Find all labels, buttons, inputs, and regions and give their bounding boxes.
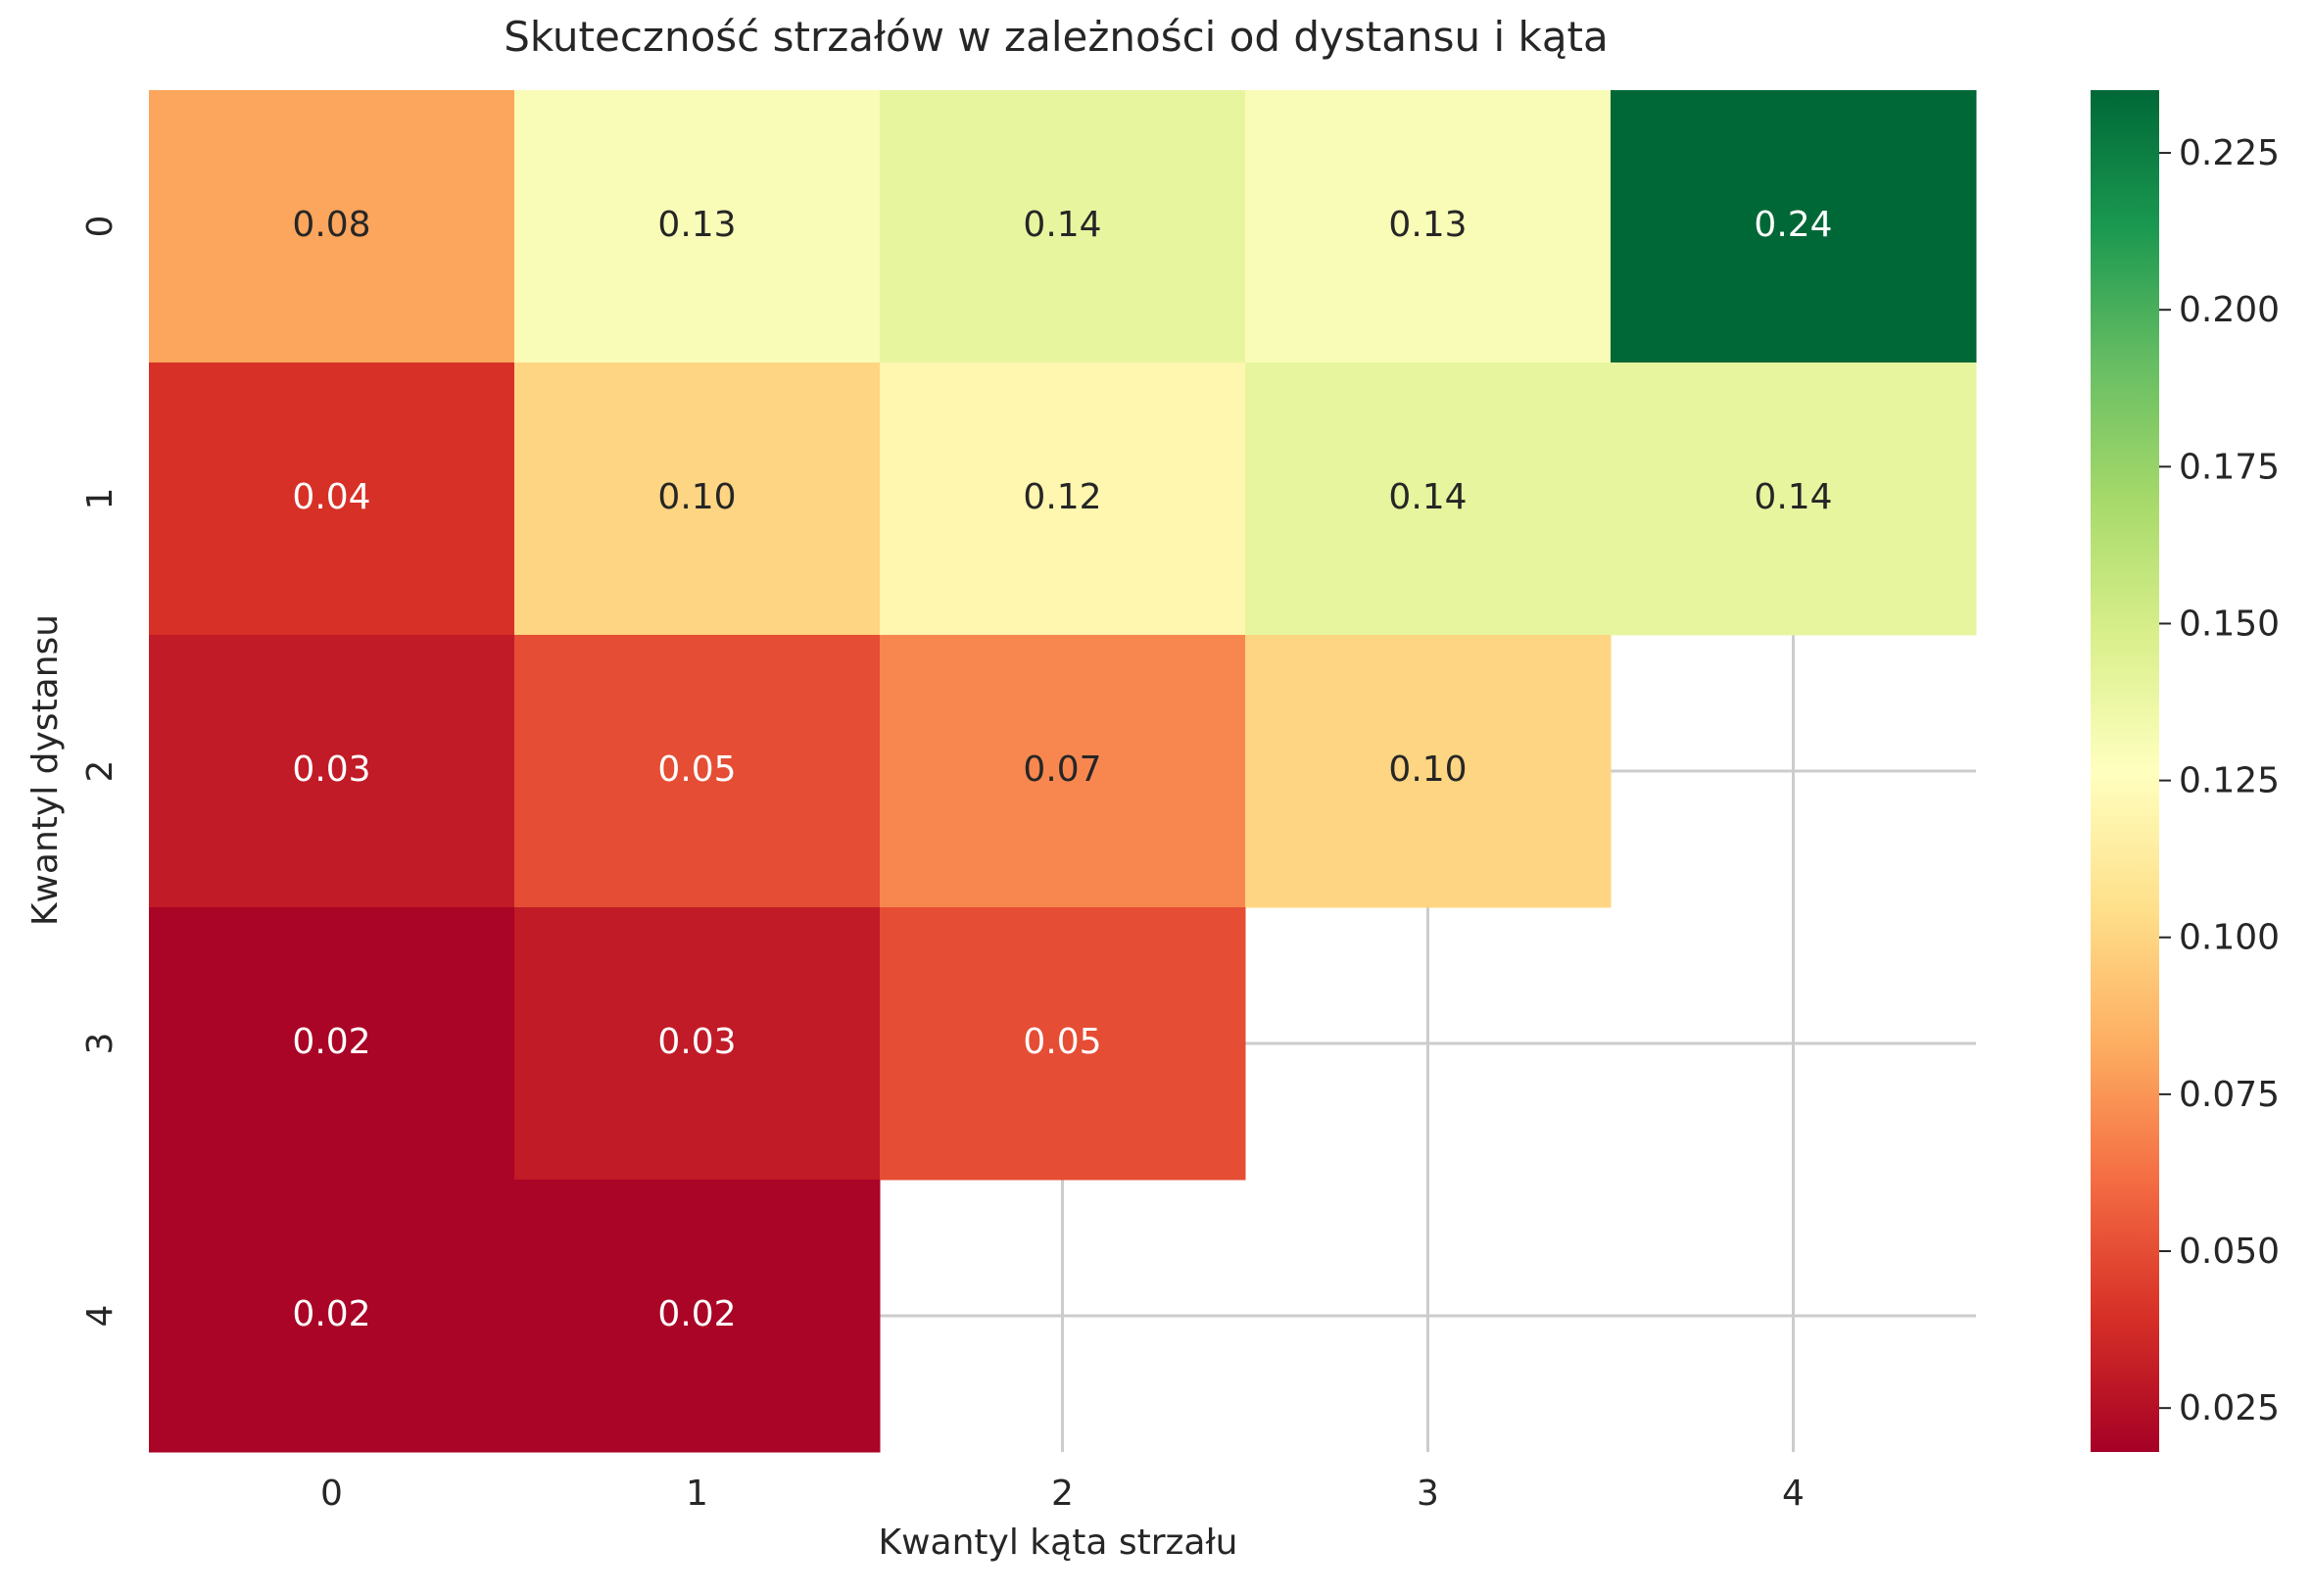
cell-value-label: 0.13 <box>657 205 736 245</box>
cell-value-label: 0.07 <box>1023 750 1101 790</box>
heatmap-cell <box>880 90 1246 363</box>
colorbar-tick-label: 0.225 <box>2179 133 2280 173</box>
colorbar-tick-label: 0.125 <box>2179 761 2280 801</box>
y-axis-label: Kwantyl dystansu <box>25 614 66 926</box>
cell-value-label: 0.14 <box>1388 477 1467 517</box>
heatmap-cell <box>514 90 881 363</box>
x-tick-label: 4 <box>1782 1474 1805 1514</box>
cell-value-label: 0.02 <box>292 1294 370 1334</box>
cell-value-label: 0.02 <box>292 1022 370 1062</box>
colorbar-tick-label: 0.075 <box>2179 1075 2280 1115</box>
y-tick-labels: 0 1 2 3 4 <box>80 216 120 1328</box>
cell-value-label: 0.10 <box>1388 750 1467 790</box>
heatmap-cell <box>1611 90 1977 363</box>
heatmap-cell <box>1611 363 1977 636</box>
heatmap-cell-labels: 0.08 0.13 0.14 0.13 0.24 0.04 0.10 0.12 0.14 0.14… <box>292 205 1832 1334</box>
cell-value-label: 0.14 <box>1754 477 1832 517</box>
cell-value-label: 0.02 <box>657 1294 736 1334</box>
heatmap-cell <box>149 363 515 636</box>
heatmap-cell <box>1245 635 1612 908</box>
colorbar-ticks: 0.025 0.050 0.075 0.100 0.125 0.150 0.175 0.200… <box>2159 133 2280 1428</box>
cell-value-label: 0.08 <box>292 205 370 245</box>
x-tick-label: 0 <box>320 1474 343 1514</box>
y-tick-label: 1 <box>80 488 120 510</box>
cell-value-label: 0.24 <box>1754 205 1832 245</box>
x-tick-label: 3 <box>1417 1474 1439 1514</box>
colorbar <box>2091 90 2159 1452</box>
heatmap-cell <box>1245 90 1612 363</box>
cell-value-label: 0.12 <box>1023 477 1101 517</box>
cell-value-label: 0.03 <box>292 750 370 790</box>
cell-value-label: 0.14 <box>1023 205 1101 245</box>
heatmap-cell <box>514 635 881 908</box>
heatmap-cell <box>1245 363 1612 636</box>
colorbar-tick-label: 0.050 <box>2179 1232 2280 1272</box>
heatmap-cell <box>514 907 881 1181</box>
x-axis-label: Kwantyl kąta strzału <box>879 1523 1238 1563</box>
heatmap-cell <box>149 907 515 1181</box>
heatmap-cell <box>880 363 1246 636</box>
cell-value-label: 0.04 <box>292 477 370 517</box>
heatmap-cells <box>149 90 1977 1453</box>
y-tick-label: 3 <box>80 1033 120 1055</box>
colorbar-tick-label: 0.025 <box>2179 1388 2280 1428</box>
cell-value-label: 0.13 <box>1388 205 1467 245</box>
heatmap-cell <box>880 907 1246 1181</box>
y-tick-label: 0 <box>80 216 120 238</box>
colorbar-tick-label: 0.200 <box>2179 290 2280 330</box>
x-tick-labels: 0 1 2 3 4 <box>320 1474 1805 1514</box>
x-tick-label: 1 <box>686 1474 708 1514</box>
heatmap-cell <box>149 635 515 908</box>
x-tick-label: 2 <box>1051 1474 1074 1514</box>
heatmap-cell <box>514 1180 881 1453</box>
cell-value-label: 0.10 <box>657 477 736 517</box>
cell-value-label: 0.05 <box>657 750 736 790</box>
colorbar-tick-label: 0.175 <box>2179 447 2280 487</box>
cell-value-label: 0.05 <box>1023 1022 1101 1062</box>
heatmap-cell <box>149 1180 515 1453</box>
heatmap-cell <box>880 635 1246 908</box>
heatmap-cell <box>514 363 881 636</box>
chart-title: Skuteczność strzałów w zależności od dys… <box>504 13 1609 61</box>
y-tick-label: 4 <box>80 1305 120 1328</box>
colorbar-tick-label: 0.100 <box>2179 918 2280 958</box>
y-tick-label: 2 <box>80 760 120 783</box>
colorbar-tick-label: 0.150 <box>2179 604 2280 644</box>
cell-value-label: 0.03 <box>657 1022 736 1062</box>
heatmap-cell <box>149 90 515 363</box>
